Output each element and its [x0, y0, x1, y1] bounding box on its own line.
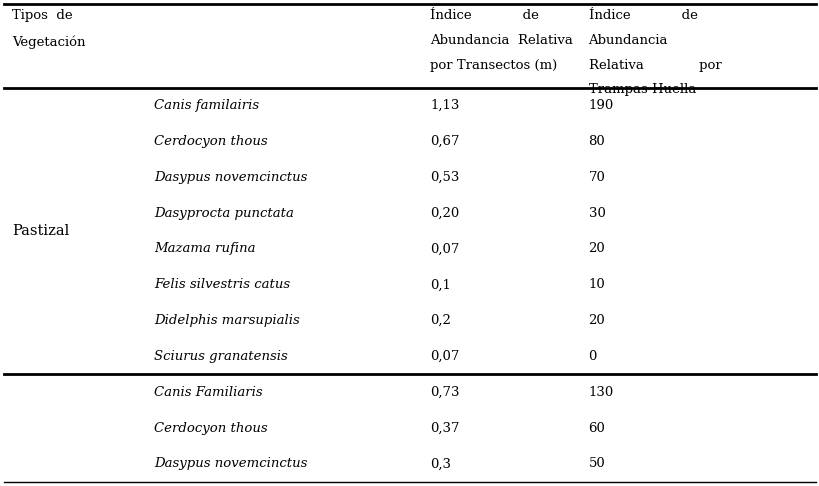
- Text: 0,2: 0,2: [430, 314, 450, 327]
- Text: 0,1: 0,1: [430, 278, 450, 291]
- Text: 0,53: 0,53: [430, 171, 459, 184]
- Text: Didelphis marsupialis: Didelphis marsupialis: [154, 314, 300, 327]
- Text: Vegetación: Vegetación: [12, 35, 86, 49]
- Text: 130: 130: [588, 386, 613, 399]
- Text: Abundancia: Abundancia: [588, 34, 667, 47]
- Text: Abundancia  Relativa: Abundancia Relativa: [430, 34, 572, 47]
- Text: 0,3: 0,3: [430, 457, 450, 470]
- Text: Pastizal: Pastizal: [12, 224, 70, 238]
- Text: 20: 20: [588, 314, 604, 327]
- Text: 70: 70: [588, 171, 604, 184]
- Text: Dasypus novemcinctus: Dasypus novemcinctus: [154, 171, 307, 184]
- Text: Trampas Huella: Trampas Huella: [588, 84, 695, 96]
- Text: 1,13: 1,13: [430, 99, 459, 112]
- Text: 50: 50: [588, 457, 604, 470]
- Text: Canis familairis: Canis familairis: [154, 99, 259, 112]
- Text: Índice            de: Índice de: [588, 9, 697, 22]
- Text: por Transectos (m): por Transectos (m): [430, 59, 557, 71]
- Text: Dasyprocta punctata: Dasyprocta punctata: [154, 207, 294, 220]
- Text: 20: 20: [588, 243, 604, 256]
- Text: 0,37: 0,37: [430, 421, 459, 434]
- Text: Dasypus novemcinctus: Dasypus novemcinctus: [154, 457, 307, 470]
- Text: Cerdocyon thous: Cerdocyon thous: [154, 421, 268, 434]
- Text: 30: 30: [588, 207, 604, 220]
- Text: Mazama rufina: Mazama rufina: [154, 243, 256, 256]
- Text: 80: 80: [588, 135, 604, 148]
- Text: 0: 0: [588, 350, 596, 363]
- Text: Sciurus granatensis: Sciurus granatensis: [154, 350, 287, 363]
- Text: 10: 10: [588, 278, 604, 291]
- Text: 190: 190: [588, 99, 613, 112]
- Text: Felis silvestris catus: Felis silvestris catus: [154, 278, 290, 291]
- Text: 60: 60: [588, 421, 604, 434]
- Text: Cerdocyon thous: Cerdocyon thous: [154, 135, 268, 148]
- Text: Tipos  de: Tipos de: [12, 9, 73, 22]
- Text: 0,07: 0,07: [430, 243, 459, 256]
- Text: 0,07: 0,07: [430, 350, 459, 363]
- Text: 0,73: 0,73: [430, 386, 459, 399]
- Text: Relativa             por: Relativa por: [588, 59, 721, 71]
- Text: 0,67: 0,67: [430, 135, 459, 148]
- Text: 0,20: 0,20: [430, 207, 459, 220]
- Text: Índice            de: Índice de: [430, 9, 539, 22]
- Text: Canis Familiaris: Canis Familiaris: [154, 386, 263, 399]
